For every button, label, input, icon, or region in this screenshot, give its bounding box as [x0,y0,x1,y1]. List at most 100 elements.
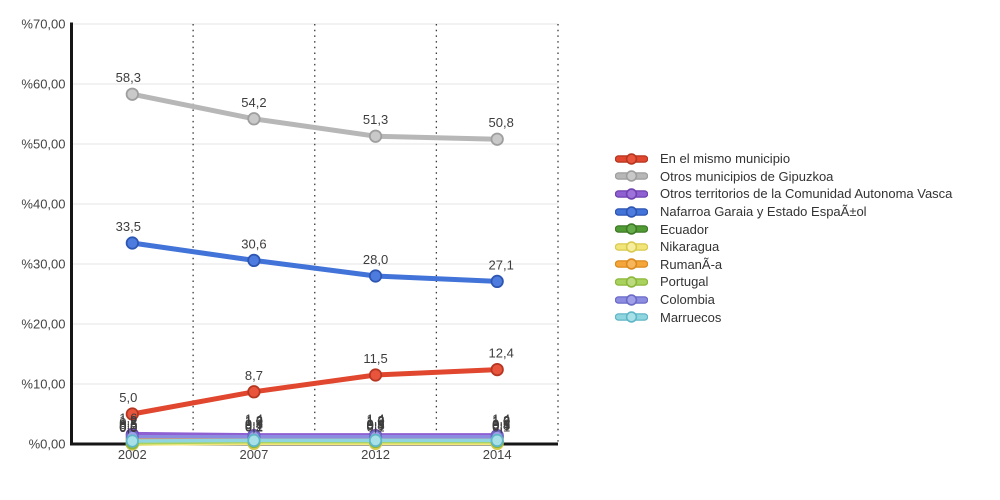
y-tick-label: %60,00 [21,77,65,92]
value-label: 28,0 [363,252,388,267]
value-label: 54,2 [241,95,266,110]
value-label: 0,6 [367,416,385,431]
y-gridlines [71,23,558,385]
legend-item-0[interactable]: En el mismo municipio [615,150,952,168]
legend-item-5[interactable]: Nikaragua [615,238,952,256]
x-tick-label: 2007 [239,447,268,462]
value-label: 0,5 [119,417,137,432]
legend-swatch-icon [615,276,648,288]
data-point-s9-2014[interactable] [490,433,504,448]
legend-label: Otros territorios de la Comunidad Autono… [660,186,953,202]
value-label: 1,0 [245,414,263,429]
series-line-1[interactable] [129,91,500,142]
value-label: 27,1 [489,257,514,272]
x-tick-label: 2002 [118,447,147,462]
y-tick-label: %0,00 [29,437,66,452]
y-tick-label: %30,00 [21,257,65,272]
value-label: 1,4 [245,412,263,427]
legend-item-4[interactable]: Ecuador [615,220,952,238]
value-label: 58,3 [116,70,141,85]
value-label: 1,2 [367,413,385,428]
value-label: 0,4 [367,418,385,433]
legend-swatch-icon [615,153,648,165]
legend-label: Otros municipios de Gipuzkoa [660,168,834,184]
value-label: 0,0 [119,420,137,435]
value-label: 33,5 [116,219,141,234]
legend-item-6[interactable]: RumanÃ-a [615,256,952,274]
value-label: 0,8 [119,415,137,430]
series-line-3[interactable] [129,240,500,284]
series-line-9[interactable] [130,438,499,443]
series-line-0[interactable] [129,367,500,417]
chart-legend: En el mismo municipio Otros municipios de… [615,150,952,326]
data-point-s0-2012[interactable] [368,368,383,382]
value-label: 0,1 [245,419,263,434]
data-point-s1-2007[interactable] [247,112,261,126]
y-tick-label: %20,00 [21,317,65,332]
legend-item-2[interactable]: Otros territorios de la Comunidad Autono… [615,185,952,203]
value-label: 0,2 [245,419,263,434]
value-label: 1,2 [492,413,510,428]
data-point-s1-2014[interactable] [490,132,504,146]
value-label: 11,5 [363,351,387,366]
data-point-s3-2014[interactable] [490,274,504,289]
legend-label: Portugal [660,274,709,290]
legend-label: Colombia [660,292,715,308]
value-label: 1,4 [492,412,510,427]
legend-label: RumanÃ-a [660,256,723,272]
value-label: 0,1 [492,419,510,434]
data-point-s1-2012[interactable] [368,129,383,143]
value-label: 0,6 [492,416,510,431]
legend-swatch-icon [615,241,648,253]
legend-swatch-icon [615,258,648,271]
legend-item-9[interactable]: Marruecos [615,308,952,326]
data-point-s9-2007[interactable] [247,433,261,448]
legend-label: Nikaragua [660,239,720,255]
data-point-s9-2012[interactable] [368,433,383,448]
value-label: 12,4 [489,346,514,361]
value-label: 0,4 [492,418,510,433]
value-label: 50,8 [489,115,514,130]
data-point-s9-2002[interactable] [125,434,139,448]
y-tick-label: %70,00 [21,17,65,32]
value-label: 1,0 [367,414,385,429]
data-point-s1-2002[interactable] [125,87,139,101]
x-tick-label: 2014 [483,447,512,462]
legend-item-7[interactable]: Portugal [615,273,952,291]
legend-label: Ecuador [660,221,709,237]
data-point-s3-2007[interactable] [247,253,261,268]
legend-item-8[interactable]: Colombia [615,291,952,309]
legend-swatch-icon [615,293,648,306]
y-tick-label: %50,00 [21,137,65,152]
data-point-s0-2007[interactable] [247,385,261,399]
value-label: 5,0 [119,390,137,405]
line-chart: 5,08,711,5 12,458,354,251,3 50,81,6 1,4 1,4 1… [21,17,559,462]
legend-label: Nafarroa Garaia y Estado EspaÃ±ol [660,204,867,220]
legend-swatch-icon [615,311,648,323]
value-label: 0,3 [367,418,385,433]
value-label: 0,4 [245,418,263,433]
data-point-s3-2002[interactable] [125,236,139,250]
value-label: 0,2 [119,419,137,434]
y-tick-label: %10,00 [21,377,65,392]
value-label: 30,6 [241,236,266,251]
legend-swatch-icon [615,188,648,200]
data-point-s3-2012[interactable] [368,269,383,283]
value-label: 0,6 [245,416,263,431]
legend-item-3[interactable]: Nafarroa Garaia y Estado EspaÃ±ol [615,203,952,221]
value-label: 0,3 [492,418,510,433]
value-label: 51,3 [363,112,388,127]
value-label: 0,0 [119,420,137,435]
value-label: 1,4 [367,412,385,427]
legend-item-1[interactable]: Otros municipios de Gipuzkoa [615,168,952,186]
data-point-s0-2014[interactable] [490,362,504,377]
value-label: 1,2 [119,413,137,428]
legend-swatch-icon [615,170,648,183]
x-tick-label: 2012 [361,447,390,462]
legend-swatch-icon [615,223,648,235]
value-label: 1,6 [119,410,137,425]
legend-label: Marruecos [660,309,722,325]
data-point-s0-2002[interactable] [125,407,139,421]
value-label: 0,1 [367,419,385,434]
value-label: 1,0 [492,414,510,429]
